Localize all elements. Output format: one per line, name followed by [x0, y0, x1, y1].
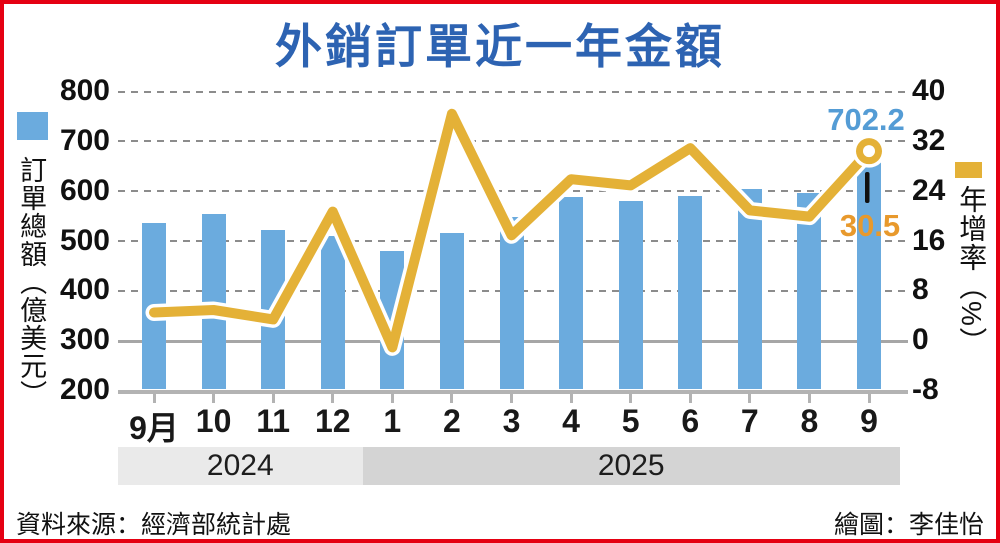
right-axis-tick-32: 32 — [912, 123, 946, 157]
bar-12 — [320, 235, 345, 389]
x-label-10: 10 — [195, 403, 232, 439]
bar-6 — [678, 195, 703, 389]
bar-10 — [201, 214, 226, 389]
x-label-9: 9 — [860, 403, 878, 439]
annotation-last-growth: 30.5 — [839, 208, 901, 243]
x-tick-2 — [450, 394, 454, 403]
x-label-7: 7 — [740, 403, 759, 439]
bar-7 — [737, 189, 762, 389]
left-axis-tick-400: 400 — [59, 273, 110, 307]
bar-series-swatch — [17, 112, 48, 140]
bar-9 — [857, 140, 881, 389]
left-axis-label: 訂單總額（億美元） — [16, 156, 47, 408]
left-axis-tick-700: 700 — [59, 123, 110, 157]
gridline-700 — [118, 140, 908, 143]
x-tick-12 — [331, 394, 335, 403]
x-tick-4 — [569, 394, 573, 403]
right-axis-tick-8: 8 — [912, 273, 929, 307]
source-note: 資料來源：經濟部統計處 — [16, 511, 292, 539]
bar-8 — [797, 193, 822, 389]
x-label-9月: 9月 — [129, 410, 179, 446]
page-title: 外銷訂單近一年金額 — [275, 20, 725, 73]
left-axis-tick-200: 200 — [59, 373, 110, 406]
plot-area: 2024 2025 800 40 700 32 600 24 500 16 400 8 300 0 200-… — [4, 4, 996, 539]
year-band-2024: 2024 — [118, 447, 363, 485]
x-tick-1 — [390, 394, 394, 403]
bar-11 — [261, 229, 286, 389]
x-tick-7 — [748, 394, 752, 403]
bar-2 — [439, 233, 464, 389]
x-tick-3 — [510, 394, 513, 403]
x-label-1: 1 — [383, 403, 402, 439]
x-tick-8 — [807, 394, 811, 403]
bar-5 — [618, 201, 643, 389]
left-axis-tick-800: 800 — [59, 74, 110, 107]
line-series-swatch — [955, 162, 982, 178]
bar-1 — [380, 251, 405, 389]
right-axis-tick--8: -8 — [912, 373, 939, 406]
x-label-6: 6 — [681, 403, 700, 439]
year-band-2025: 2025 — [362, 447, 900, 485]
right-axis-tick-24: 24 — [912, 173, 946, 207]
x-label-5: 5 — [621, 403, 640, 439]
x-label-11: 11 — [256, 403, 291, 439]
x-label-2: 2 — [443, 403, 461, 439]
x-tick-10 — [212, 394, 216, 403]
x-tick-9月 — [152, 394, 156, 403]
x-label-3: 3 — [502, 403, 521, 439]
left-axis-tick-300: 300 — [59, 323, 110, 357]
x-tick-11 — [271, 394, 275, 403]
bar-3 — [499, 217, 524, 389]
annotation-last-amount: 702.2 — [827, 102, 905, 137]
gridline-200 — [118, 389, 908, 394]
left-axis-tick-600: 600 — [59, 173, 110, 207]
right-axis-label: 年增率（%） — [956, 185, 988, 356]
left-axis-tick-500: 500 — [59, 223, 110, 257]
x-tick-9 — [867, 394, 871, 403]
gridline-800 — [118, 90, 908, 93]
credit-note: 繪圖：李佳怡 — [833, 511, 984, 539]
bar-9月 — [142, 222, 166, 389]
x-label-8: 8 — [800, 403, 819, 439]
bar-4 — [559, 197, 584, 389]
gridline-600 — [118, 190, 908, 193]
x-tick-5 — [629, 394, 633, 403]
right-axis-tick-16: 16 — [912, 223, 946, 257]
right-axis-tick-40: 40 — [912, 74, 946, 107]
x-tick-6 — [688, 394, 692, 403]
x-label-12: 12 — [314, 403, 351, 439]
right-axis-tick-0: 0 — [912, 323, 929, 357]
x-label-4: 4 — [562, 403, 580, 439]
